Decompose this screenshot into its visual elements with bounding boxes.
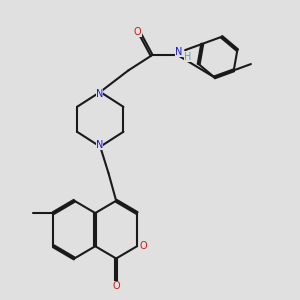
Text: H: H [184,52,192,62]
Text: N: N [175,47,183,57]
Text: N: N [96,140,103,150]
Text: O: O [112,281,120,291]
Text: O: O [134,27,142,37]
Text: O: O [139,241,147,251]
Text: N: N [96,89,103,99]
